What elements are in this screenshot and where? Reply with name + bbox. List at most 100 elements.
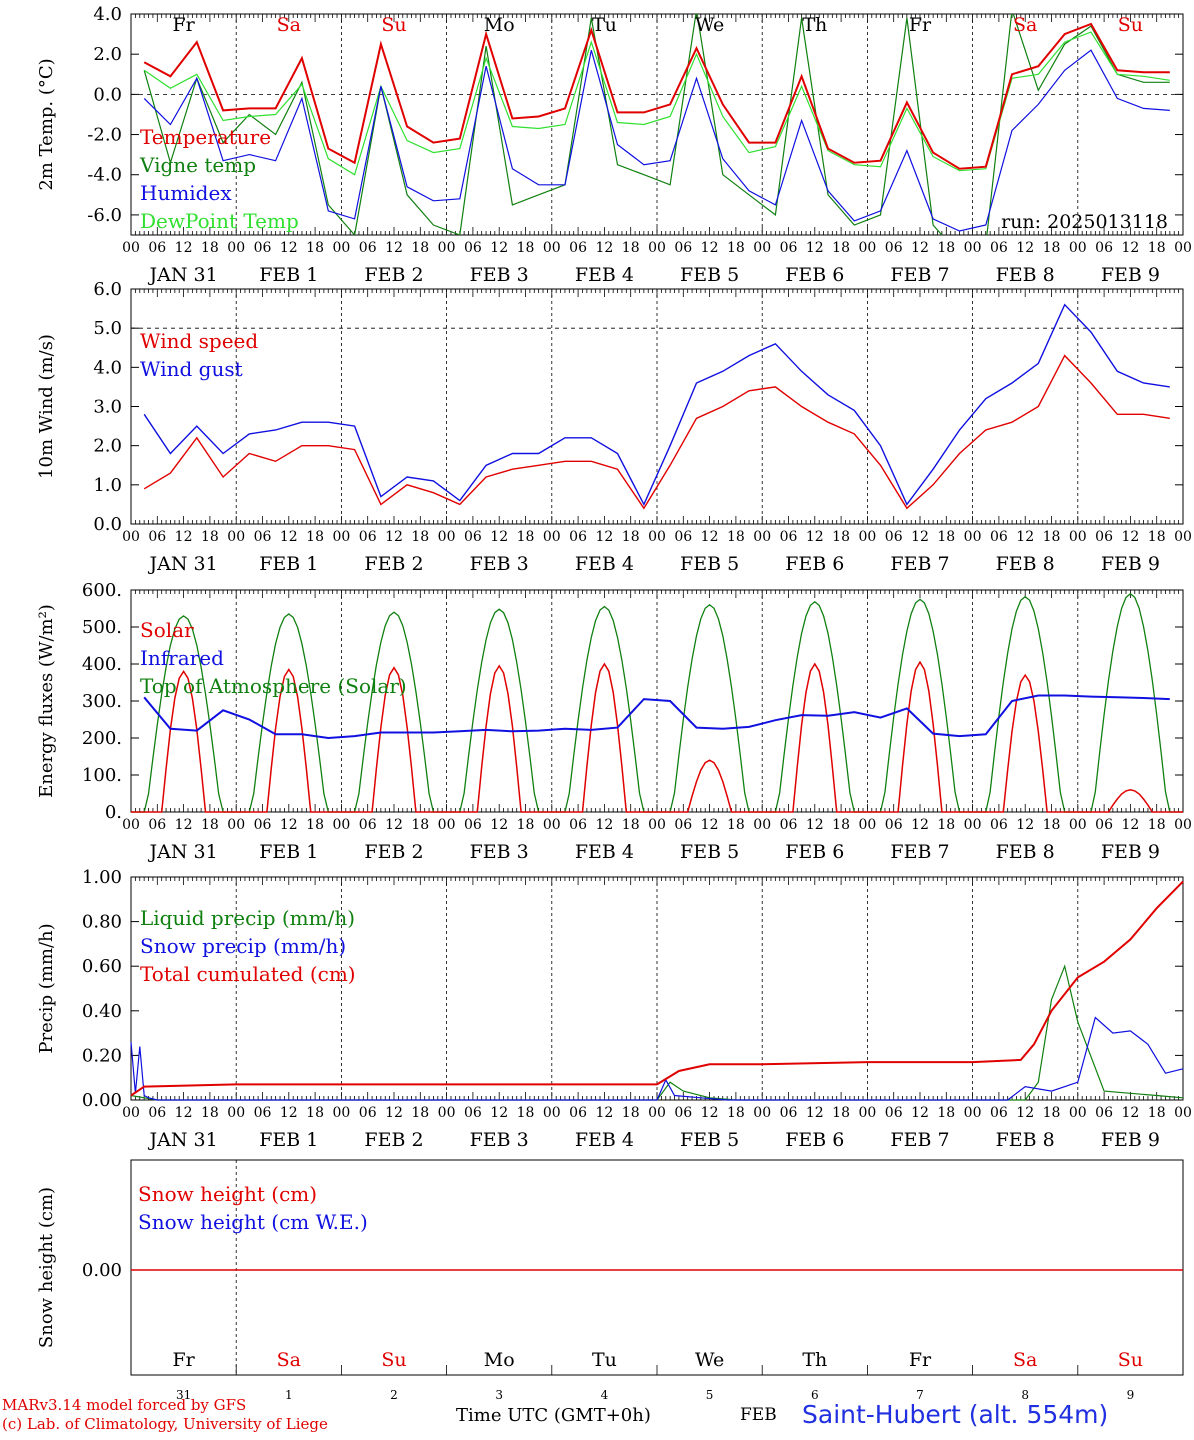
hour-tick-label: 12	[701, 529, 719, 545]
hour-tick-label: 18	[517, 1105, 535, 1121]
y-tick-label: 1.0	[93, 475, 122, 496]
hour-tick-label: 18	[937, 240, 955, 256]
hour-tick-label: 00	[1174, 817, 1192, 833]
hour-tick-label: 12	[280, 529, 298, 545]
hour-tick-label: 06	[885, 529, 903, 545]
hour-tick-label: 18	[727, 817, 745, 833]
hour-tick-label: 06	[885, 817, 903, 833]
date-label: FEB 8	[996, 1129, 1055, 1151]
hour-tick-label: 18	[727, 529, 745, 545]
date-label: FEB 1	[259, 841, 318, 863]
date-label: FEB 4	[575, 553, 634, 575]
date-label: FEB 6	[785, 553, 844, 575]
hour-tick-label: 06	[359, 529, 377, 545]
y-tick-label: -4.0	[87, 165, 122, 186]
day-number-label: 2	[390, 1388, 398, 1402]
y-axis-label: Precip (mm/h)	[36, 923, 57, 1053]
day-number-label: 6	[811, 1388, 819, 1402]
hour-tick-label: 06	[148, 240, 166, 256]
hour-tick-label: 18	[727, 240, 745, 256]
credit-model: MARv3.14 model forced by GFS	[2, 1396, 247, 1414]
hour-tick-label: 06	[674, 240, 692, 256]
hour-tick-label: 18	[306, 240, 324, 256]
hour-tick-label: 18	[201, 240, 219, 256]
hour-tick-label: 06	[464, 1105, 482, 1121]
date-label: FEB 8	[996, 264, 1055, 286]
y-tick-label: 0.80	[82, 912, 122, 933]
hour-tick-label: 12	[595, 529, 613, 545]
hour-tick-label: 18	[306, 529, 324, 545]
hour-tick-label: 12	[911, 817, 929, 833]
y-tick-label: 0.60	[82, 956, 122, 977]
hour-tick-label: 06	[254, 240, 272, 256]
hour-tick-label: 06	[885, 240, 903, 256]
y-tick-label: 0.20	[82, 1045, 122, 1066]
date-label: FEB 9	[1101, 264, 1160, 286]
y-tick-label: 200.	[82, 728, 122, 749]
weekday-label: Fr	[172, 14, 195, 36]
y-tick-label: 3.0	[93, 397, 122, 418]
hour-tick-label: 06	[990, 817, 1008, 833]
hour-tick-label: 06	[780, 1105, 798, 1121]
y-tick-label: 5.0	[93, 318, 122, 339]
hour-tick-label: 12	[1121, 1105, 1139, 1121]
hour-tick-label: 18	[622, 817, 640, 833]
hour-tick-label: 12	[1121, 240, 1139, 256]
hour-tick-label: 00	[964, 817, 982, 833]
hour-tick-label: 18	[622, 1105, 640, 1121]
hour-tick-label: 00	[753, 240, 771, 256]
hour-tick-label: 12	[1121, 529, 1139, 545]
weekday-label: Su	[381, 14, 406, 36]
hour-tick-label: 12	[490, 240, 508, 256]
hour-tick-label: 00	[438, 529, 456, 545]
hour-tick-label: 18	[411, 240, 429, 256]
hour-tick-label: 18	[1148, 1105, 1166, 1121]
hour-tick-label: 12	[490, 529, 508, 545]
series-line-infrared	[143, 694, 1170, 740]
hour-tick-label: 00	[1174, 529, 1192, 545]
hour-tick-label: 18	[517, 529, 535, 545]
hour-tick-label: 06	[674, 1105, 692, 1121]
hour-tick-label: 18	[832, 1105, 850, 1121]
hour-tick-label: 18	[517, 817, 535, 833]
hour-tick-label: 06	[254, 1105, 272, 1121]
hour-tick-label: 06	[780, 240, 798, 256]
weekday-label: Sa	[277, 14, 301, 36]
y-tick-label: 0.00	[82, 1260, 122, 1281]
hour-tick-label: 00	[648, 1105, 666, 1121]
hour-tick-label: 06	[1095, 1105, 1113, 1121]
hour-tick-label: 18	[411, 1105, 429, 1121]
hour-tick-label: 06	[569, 529, 587, 545]
hour-tick-label: 06	[148, 1105, 166, 1121]
date-label: FEB 1	[259, 1129, 318, 1151]
hour-tick-label: 06	[254, 529, 272, 545]
legend-entry: Temperature	[140, 125, 271, 149]
y-tick-label: 0.0	[93, 514, 122, 535]
series-line-snow-precip-mm-h-	[130, 1016, 1184, 1101]
date-label: JAN 31	[148, 1129, 218, 1151]
y-tick-label: -2.0	[87, 125, 122, 146]
hour-tick-label: 12	[385, 529, 403, 545]
hour-tick-label: 12	[1016, 529, 1034, 545]
hour-tick-label: 00	[858, 529, 876, 545]
hour-tick-label: 00	[648, 240, 666, 256]
date-label: FEB 4	[575, 264, 634, 286]
weekday-label: We	[695, 1349, 724, 1371]
day-number-label: 4	[601, 1388, 609, 1402]
series-line-solar	[131, 660, 1183, 813]
hour-tick-label: 18	[1043, 529, 1061, 545]
hour-tick-label: 06	[990, 240, 1008, 256]
date-label: FEB 5	[680, 553, 739, 575]
hour-tick-label: 18	[937, 529, 955, 545]
hour-tick-label: 12	[175, 1105, 193, 1121]
date-label: FEB 3	[470, 264, 529, 286]
hour-tick-label: 06	[148, 529, 166, 545]
hour-tick-label: 00	[1069, 240, 1087, 256]
weekday-label: Tu	[592, 14, 617, 36]
date-label: FEB 4	[575, 1129, 634, 1151]
hour-tick-label: 18	[832, 817, 850, 833]
date-label: FEB 2	[364, 553, 423, 575]
y-tick-label: 6.0	[93, 279, 122, 300]
hour-tick-label: 00	[122, 817, 140, 833]
series-line-humidex	[143, 49, 1170, 232]
